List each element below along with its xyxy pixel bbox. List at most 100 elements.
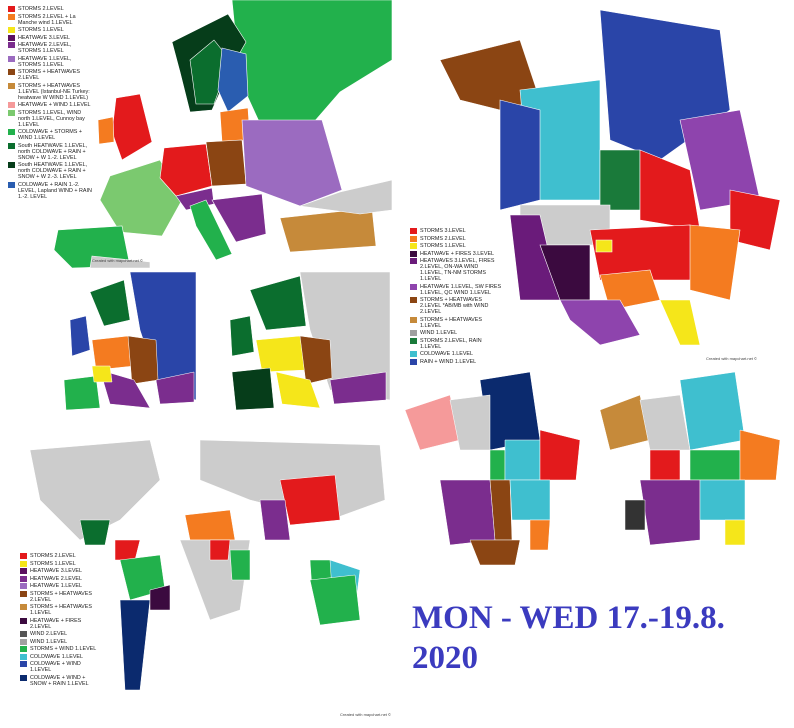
- legend-label: WIND 1.LEVEL: [420, 330, 458, 336]
- north-america-legend: STORMS 3.LEVEL STORMS 2.LEVEL STORMS 1.LEV…: [410, 228, 502, 365]
- world-legend: STORMS 2.LEVEL STORMS 1.LEVEL HEATWAVE 3.L…: [20, 553, 100, 687]
- legend-swatch: [8, 34, 15, 41]
- legend-label: STORMS 1.LEVEL: [18, 27, 64, 33]
- legend-swatch: [8, 42, 15, 48]
- legend-swatch: [8, 55, 15, 62]
- legend-label: STORMS 1.LEVEL: [420, 243, 466, 249]
- legend-label: STORMS + HEATWAVES 2.LEVEL: [18, 69, 80, 81]
- legend-swatch: [8, 129, 15, 135]
- legend-label: STORMS 2.LEVEL: [420, 235, 466, 242]
- legend-item: COLDWAVE 1.LEVEL: [20, 653, 100, 660]
- legend-item: STORMS 2.LEVEL, RAIN 1.LEVEL: [410, 337, 502, 350]
- legend-swatch: [20, 604, 27, 610]
- legend-swatch: [410, 250, 417, 257]
- legend-swatch: [410, 228, 417, 234]
- legend-label: STORMS 2.LEVEL: [30, 553, 76, 559]
- legend-label: STORMS 2.LEVEL, RAIN 1.LEVEL: [420, 337, 482, 350]
- legend-label: STORMS + WIND 1.LEVEL: [30, 646, 97, 652]
- legend-item: COLDWAVE + STORMS + WIND 1.LEVEL: [8, 129, 94, 141]
- legend-item: COLDWAVE 1.LEVEL: [410, 351, 502, 357]
- legend-swatch: [410, 330, 417, 336]
- legend-label: STORMS + HEATWAVES 1.LEVEL (Istanbul-NE …: [18, 82, 90, 101]
- legend-item: RAIN + WIND 1.LEVEL: [410, 358, 502, 365]
- legend-label: HEATWAVE + FIRES 2.LEVEL: [30, 617, 82, 630]
- map-credit: Created with mapchart.net ©: [92, 258, 143, 263]
- legend-swatch: [410, 243, 417, 249]
- north-america-map-small: [599, 371, 781, 546]
- legend-swatch: [410, 351, 417, 357]
- legend-swatch: [8, 181, 15, 188]
- legend-swatch: [20, 575, 27, 582]
- legend-swatch: [410, 258, 417, 264]
- legend-item: STORMS 1.LEVEL: [8, 27, 94, 33]
- legend-item: WIND 1.LEVEL: [410, 330, 502, 336]
- legend-label: HEATWAVE 1.LEVEL, SW FIRES 1.LEVEL, QC W…: [420, 283, 502, 296]
- legend-item: COLDWAVE + WIND + SNOW + RAIN 1.LEVEL: [20, 674, 100, 687]
- legend-item: HEATWAVE 2.LEVEL: [20, 575, 100, 582]
- legend-swatch: [8, 142, 15, 149]
- legend-label: STORMS 1.LEVEL, WIND north 1.LEVEL, Cunn…: [18, 109, 85, 128]
- legend-swatch: [20, 568, 27, 574]
- legend-item: STORMS 2.LEVEL: [410, 235, 502, 242]
- legend-item: HEATWAVE 1.LEVEL, STORMS 1.LEVEL: [8, 55, 94, 68]
- legend-label: RAIN + WIND 1.LEVEL: [420, 358, 477, 365]
- world-map: [29, 439, 386, 691]
- legend-swatch: [410, 235, 417, 242]
- legend-label: HEATWAVE 3.LEVEL: [18, 34, 71, 41]
- legend-item: WIND 1.LEVEL: [20, 638, 100, 645]
- legend-swatch: [20, 653, 27, 660]
- legend-item: STORMS + HEATWAVES 1.LEVEL: [410, 316, 502, 329]
- legend-swatch: [410, 358, 417, 365]
- legend-swatch: [8, 109, 15, 116]
- legend-item: STORMS 1.LEVEL, WIND north 1.LEVEL, Cunn…: [8, 109, 94, 128]
- legend-swatch: [20, 617, 27, 624]
- legend-label: COLDWAVE 1.LEVEL: [30, 653, 84, 660]
- legend-item: STORMS 1.LEVEL: [20, 560, 100, 567]
- legend-item: HEATWAVE 1.LEVEL, SW FIRES 1.LEVEL, QC W…: [410, 283, 502, 296]
- europe-map-small: [197, 269, 391, 413]
- legend-label: STORMS + HEATWAVES 2.LEVEL *AB/MB with W…: [420, 297, 489, 315]
- legend-label: HEATWAVE 1.LEVEL, STORMS 1.LEVEL: [18, 55, 72, 68]
- legend-item: STORMS 1.LEVEL: [410, 243, 502, 249]
- legend-swatch: [8, 13, 15, 20]
- legend-item: STORMS 2.LEVEL: [8, 6, 94, 12]
- legend-swatch: [8, 82, 15, 89]
- legend-label: South HEATWAVE 1.LEVEL, north COLDWAVE +…: [18, 162, 88, 180]
- legend-label: STORMS 2.LEVEL: [18, 6, 64, 12]
- legend-swatch: [20, 674, 27, 681]
- legend-label: STORMS + HEATWAVES 2.LEVEL: [30, 590, 92, 603]
- legend-item: HEATWAVE 1.LEVEL: [20, 583, 100, 589]
- europe-map: [0, 0, 393, 269]
- legend-item: HEATWAVE 2.LEVEL, STORMS 1.LEVEL: [8, 42, 94, 54]
- legend-item: STORMS + HEATWAVES 1.LEVEL (Istanbul-NE …: [8, 82, 94, 101]
- legend-label: HEATWAVE + FIRES 3.LEVEL: [420, 250, 495, 257]
- legend-item: STORMS + HEATWAVES 2.LEVEL *AB/MB with W…: [410, 297, 502, 315]
- legend-label: HEATWAVE 2.LEVEL: [30, 575, 83, 582]
- legend-swatch: [8, 69, 15, 75]
- legend-item: South HEATWAVE 1.LEVEL, north COLDWAVE +…: [8, 142, 94, 161]
- legend-swatch: [410, 283, 417, 290]
- legend-item: STORMS 3.LEVEL: [410, 228, 502, 234]
- legend-item: COLDWAVE + WIND 1.LEVEL: [20, 661, 100, 673]
- legend-swatch: [20, 638, 27, 645]
- legend-label: STORMS + HEATWAVES 1.LEVEL: [30, 604, 92, 616]
- legend-swatch: [20, 553, 27, 559]
- north-america-map: [439, 9, 781, 346]
- legend-swatch: [410, 316, 417, 323]
- title-line: MON - WED 17.-19.8.: [412, 600, 725, 636]
- legend-label: COLDWAVE + WIND 1.LEVEL: [30, 661, 81, 673]
- legend-swatch: [20, 631, 27, 637]
- legend-label: HEATWAVE + WIND 1.LEVEL: [18, 102, 91, 108]
- legend-swatch: [20, 560, 27, 567]
- north-america-map-small: [404, 371, 581, 566]
- legend-item: WIND 2.LEVEL: [20, 631, 100, 637]
- map-credit: Created with mapchart.net ©: [340, 712, 391, 717]
- legend-swatch: [8, 162, 15, 168]
- map-credit: Created with mapchart.net ©: [706, 356, 757, 361]
- legend-swatch: [20, 646, 27, 652]
- legend-item: STORMS 2.LEVEL: [20, 553, 100, 559]
- legend-item: HEATWAVE 3.LEVEL: [20, 568, 100, 574]
- legend-item: HEATWAVES 3.LEVEL, FIRES 2.LEVEL, ON-WA …: [410, 258, 502, 282]
- legend-swatch: [8, 6, 15, 12]
- legend-label: STORMS + HEATWAVES 1.LEVEL: [420, 316, 482, 329]
